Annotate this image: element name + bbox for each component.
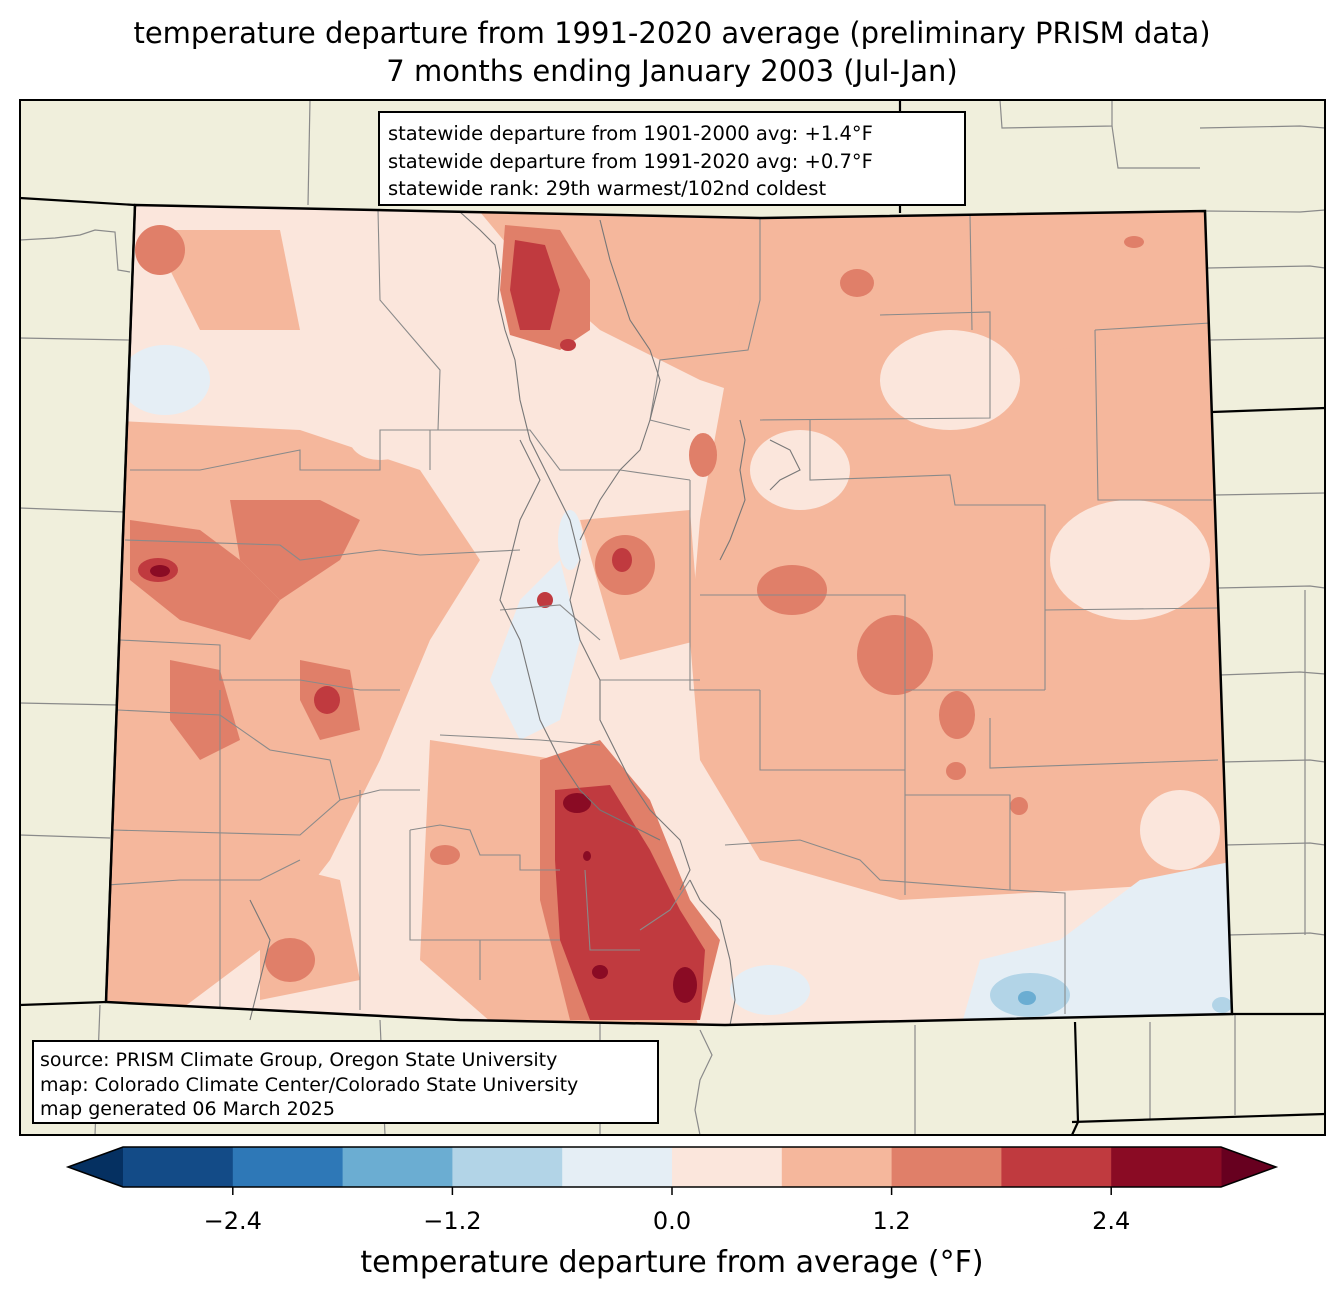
colorbar-bin-6 bbox=[781, 1147, 893, 1187]
colorbar-bin-7 bbox=[891, 1147, 1002, 1187]
colorbar-under-arrow bbox=[68, 1147, 123, 1187]
colorbar-tick-label-2: 0.0 bbox=[652, 1207, 692, 1235]
colorbar-over-arrow bbox=[1221, 1147, 1276, 1187]
title-line-1: temperature departure from 1991-2020 ave… bbox=[133, 16, 1211, 50]
colorbar-bin-1 bbox=[232, 1147, 344, 1187]
source-line-1: source: PRISM Climate Group, Oregon Stat… bbox=[40, 1049, 558, 1071]
temperature-departure-field bbox=[106, 205, 1232, 1025]
map-frame bbox=[19, 99, 1326, 1136]
title-line-2: 7 months ending January 2003 (Jul-Jan) bbox=[386, 54, 958, 88]
colorbar-tick-label-0: −2.4 bbox=[203, 1207, 262, 1235]
stats-departure-1901-2000: statewide departure from 1901-2000 avg: … bbox=[388, 122, 873, 145]
colorbar-tick-label-3: 1.2 bbox=[872, 1207, 911, 1235]
source-line-2: map: Colorado Climate Center/Colorado St… bbox=[40, 1073, 579, 1096]
source-box: source: PRISM Climate Group, Oregon Stat… bbox=[32, 1040, 659, 1124]
colorbar-outline bbox=[65, 1146, 1279, 1188]
colorbar-bin-4 bbox=[562, 1147, 673, 1187]
colorbar-bin-3 bbox=[452, 1147, 563, 1187]
colorbar-bin-2 bbox=[342, 1147, 453, 1187]
stats-departure-1991-2020: statewide departure from 1991-2020 avg: … bbox=[388, 149, 873, 173]
colorbar-tick-label-4: 2.4 bbox=[1092, 1207, 1131, 1235]
map-title: temperature departure from 1991-2020 ave… bbox=[0, 14, 1344, 90]
colorbar-label: temperature departure from average (°F) bbox=[360, 1245, 984, 1280]
stats-rank: statewide rank: 29th warmest/102nd colde… bbox=[388, 177, 827, 200]
source-line-3: map generated 06 March 2025 bbox=[40, 1098, 335, 1120]
colorbar-bin-8 bbox=[1001, 1147, 1112, 1187]
colorbar-tick-label-1: −1.2 bbox=[423, 1207, 482, 1235]
colorado-county-lines bbox=[107, 209, 1219, 1014]
colorbar bbox=[65, 1146, 1279, 1195]
colorbar-bin-5 bbox=[672, 1147, 783, 1187]
colorbar-bin-0 bbox=[123, 1147, 234, 1187]
statewide-stats-box: statewide departure from 1901-2000 avg: … bbox=[378, 111, 966, 206]
basin-boundary-lines bbox=[249, 211, 801, 1026]
colorbar-bin-9 bbox=[1111, 1147, 1222, 1187]
